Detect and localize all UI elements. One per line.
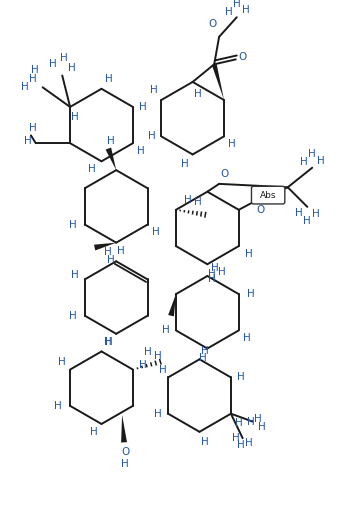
Text: H: H bbox=[105, 337, 112, 346]
Text: H: H bbox=[312, 209, 320, 219]
Text: H: H bbox=[148, 131, 155, 141]
Text: H: H bbox=[308, 149, 316, 159]
Text: H: H bbox=[194, 197, 201, 207]
Text: H: H bbox=[154, 351, 161, 361]
Text: H: H bbox=[233, 0, 240, 8]
Text: O: O bbox=[238, 53, 247, 63]
Text: H: H bbox=[144, 347, 152, 357]
Text: H: H bbox=[154, 408, 162, 419]
Text: H: H bbox=[107, 136, 115, 146]
Text: O: O bbox=[208, 19, 216, 29]
Text: H: H bbox=[69, 219, 77, 230]
Text: H: H bbox=[71, 269, 79, 279]
Polygon shape bbox=[212, 64, 224, 100]
Text: H: H bbox=[29, 75, 37, 84]
Text: H: H bbox=[31, 65, 39, 75]
Text: H: H bbox=[258, 423, 266, 432]
Text: H: H bbox=[159, 365, 167, 375]
Text: O: O bbox=[256, 205, 265, 215]
Polygon shape bbox=[121, 415, 127, 442]
Text: H: H bbox=[254, 414, 262, 424]
Text: H: H bbox=[24, 136, 32, 146]
Text: H: H bbox=[107, 255, 115, 265]
Text: H: H bbox=[181, 159, 189, 169]
Text: H: H bbox=[198, 353, 206, 363]
Text: H: H bbox=[245, 438, 252, 448]
Text: H: H bbox=[201, 437, 208, 446]
Text: H: H bbox=[194, 89, 201, 98]
FancyBboxPatch shape bbox=[252, 187, 285, 204]
Text: H: H bbox=[105, 337, 113, 346]
Text: H: H bbox=[121, 459, 129, 469]
Text: H: H bbox=[242, 5, 250, 16]
Text: H: H bbox=[152, 227, 159, 238]
Text: H: H bbox=[55, 401, 62, 411]
Text: H: H bbox=[71, 111, 79, 122]
Text: H: H bbox=[68, 63, 76, 73]
Text: H: H bbox=[247, 289, 254, 299]
Text: H: H bbox=[237, 373, 245, 382]
Text: O: O bbox=[220, 169, 228, 179]
Polygon shape bbox=[106, 147, 116, 170]
Text: H: H bbox=[247, 416, 254, 427]
Text: H: H bbox=[300, 157, 307, 167]
Text: H: H bbox=[211, 263, 219, 273]
Text: H: H bbox=[21, 82, 29, 92]
Text: H: H bbox=[29, 122, 37, 132]
Text: H: H bbox=[218, 267, 226, 277]
Text: H: H bbox=[232, 433, 240, 443]
Text: H: H bbox=[105, 247, 112, 257]
Text: H: H bbox=[225, 7, 233, 17]
Text: H: H bbox=[49, 59, 56, 69]
Text: H: H bbox=[88, 164, 96, 174]
Text: H: H bbox=[295, 208, 302, 218]
Text: Abs: Abs bbox=[260, 191, 276, 200]
Text: H: H bbox=[235, 418, 243, 428]
Text: H: H bbox=[149, 85, 157, 95]
Text: H: H bbox=[208, 269, 216, 279]
Text: H: H bbox=[243, 333, 251, 343]
Polygon shape bbox=[94, 243, 116, 251]
Text: H: H bbox=[139, 359, 147, 370]
Text: H: H bbox=[228, 139, 236, 149]
Polygon shape bbox=[168, 294, 176, 316]
Text: H: H bbox=[60, 53, 68, 63]
Text: H: H bbox=[139, 102, 147, 112]
Text: H: H bbox=[245, 249, 252, 259]
Text: H: H bbox=[237, 440, 245, 450]
Text: H: H bbox=[208, 274, 216, 284]
Text: H: H bbox=[201, 346, 208, 356]
Text: H: H bbox=[90, 427, 98, 437]
Text: H: H bbox=[69, 311, 77, 321]
Text: H: H bbox=[117, 246, 125, 256]
Text: H: H bbox=[137, 146, 145, 156]
Text: H: H bbox=[105, 74, 113, 84]
Text: H: H bbox=[58, 357, 66, 367]
Text: H: H bbox=[303, 216, 311, 226]
Text: H: H bbox=[184, 195, 191, 205]
Text: H: H bbox=[162, 326, 170, 336]
Text: H: H bbox=[317, 156, 325, 166]
Text: O: O bbox=[121, 447, 129, 457]
